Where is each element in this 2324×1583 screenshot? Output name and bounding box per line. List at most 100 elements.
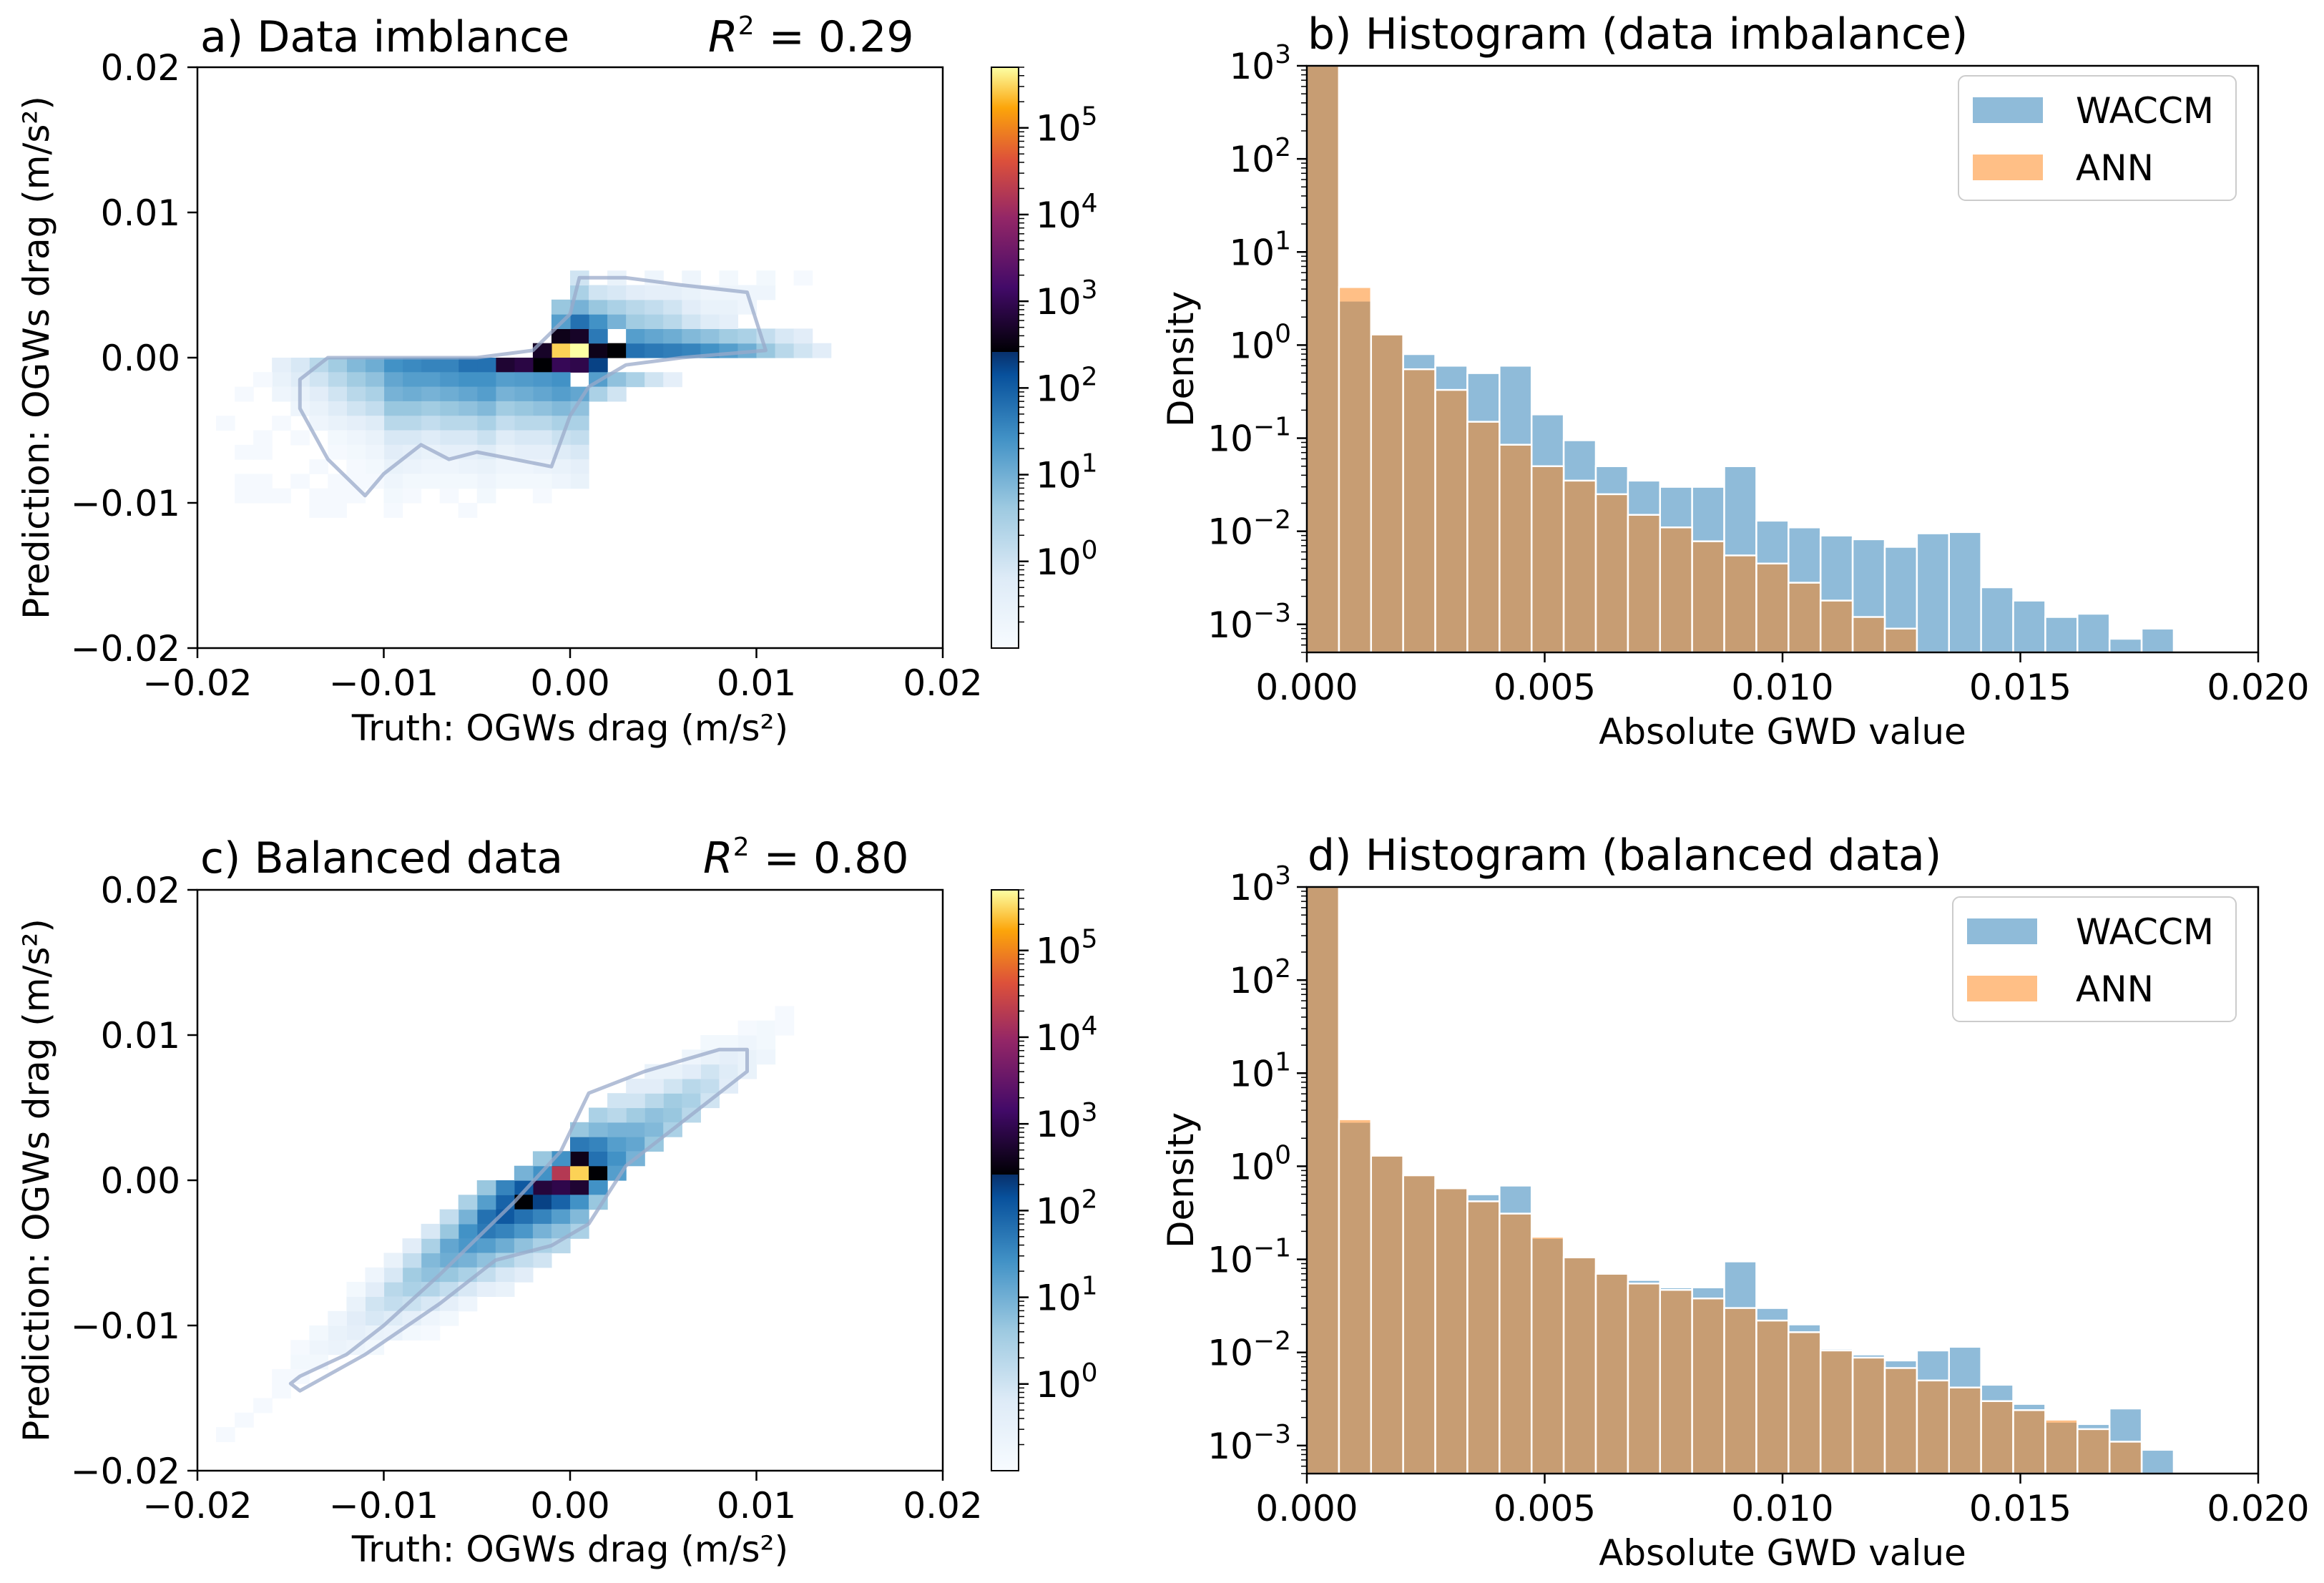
panel-b-bar-ann-3 (1402, 368, 1436, 654)
panel-d-bar-ann-10 (1627, 1283, 1662, 1475)
panel-a-cell-15 (439, 358, 459, 373)
panel-c-cell-60 (737, 1020, 757, 1036)
panel-a-cell-213 (383, 474, 403, 489)
panel-a-ytick-label-3: 0.01 (101, 192, 180, 234)
panel-d-bar-ann-16 (1819, 1349, 1854, 1475)
panel-a-cell-145 (532, 416, 552, 431)
panel-b-ylabel: Density (1160, 291, 1202, 427)
panel-a-cell-210 (439, 474, 459, 489)
panel-d-legend-ann: ANN (2076, 969, 2154, 1010)
panel-a-cell-114 (495, 386, 515, 402)
panel-d-bar-ann-3 (1402, 1174, 1436, 1475)
panel-c-cell-16 (644, 1122, 664, 1137)
panel-a-cell-105 (328, 372, 347, 388)
panel-a-cell-42 (737, 328, 757, 344)
panel-a-cell-219 (235, 474, 254, 489)
panel-c-xtick-label-4: 0.02 (903, 1485, 982, 1526)
panel-a-cell-101 (402, 372, 422, 388)
panel-c-cell-25 (663, 1078, 682, 1094)
panel-c-cell-130 (383, 1267, 403, 1283)
panel-a-cell-118 (421, 386, 441, 402)
panel-d-bars (1305, 886, 2175, 1475)
panel-c-cell-122 (402, 1325, 422, 1341)
panel-c-cell-1 (570, 1165, 589, 1181)
panel-d-xtick-label-1: 0.005 (1494, 1488, 1596, 1529)
panel-a-cell-11 (607, 343, 627, 358)
panel-c-cell-12 (607, 1137, 627, 1152)
panel-a-xtick-label-2: 0.00 (530, 662, 609, 704)
panel-a-cell-17 (402, 358, 422, 373)
panel-b-bar-ann-5 (1466, 421, 1501, 654)
panel-a-cell-92 (607, 386, 627, 402)
panel-a-cell-21 (328, 358, 347, 373)
panel-c-cell-153 (514, 1267, 534, 1283)
panel-d-ytick-label-1: 102 (1229, 954, 1291, 1001)
panel-a-ytick-label-4: 0.02 (101, 47, 180, 89)
panel-a-xtick-label-4: 0.02 (903, 662, 982, 704)
panel-c-cbar-tick-label-3: 103 (1036, 1098, 1098, 1145)
panel-a-cell-128 (551, 401, 571, 416)
panel-a-cell-206 (514, 474, 534, 489)
panel-c-cell-19 (626, 1107, 645, 1123)
panel-b-bar-ann-8 (1562, 479, 1597, 654)
panel-c-cell-49 (589, 1107, 608, 1123)
panel-a-cell-165 (458, 430, 478, 446)
panel-a-cell-35 (812, 343, 832, 358)
panel-b-bar-ann-15 (1788, 582, 1822, 654)
panel-a-cell-220 (532, 488, 552, 504)
panel-a-cell-98 (458, 372, 478, 388)
panel-a-cell-46 (589, 328, 608, 344)
panel-c-cell-110 (514, 1238, 534, 1254)
panel-a-cell-56 (626, 314, 645, 329)
panel-a-cell-230 (458, 503, 478, 518)
panel-d-ticks: 0.000 0.005 0.010 0.015 0.020 103 102 101 100 10−… (1207, 861, 2309, 1529)
panel-a-cell-161 (532, 430, 552, 446)
panel-c-cell-83 (383, 1296, 403, 1312)
panel-a-heat-cells (216, 270, 832, 518)
panel-c-cell-66 (514, 1209, 534, 1225)
panel-c-cell-126 (458, 1209, 478, 1225)
panel-b-legend-waccm-swatch (1973, 97, 2043, 123)
panel-c-cell-22 (644, 1093, 664, 1109)
panel-a-cell-238 (235, 386, 254, 402)
panel-a-cell-154 (365, 416, 385, 431)
panel-c-ytick-label-3: 0.01 (101, 1015, 180, 1057)
panel-a-cell-200 (365, 459, 385, 474)
panel-a-cell-89 (644, 372, 664, 388)
panel-a-cell-171 (346, 430, 366, 446)
panel-c-cell-108 (532, 1223, 552, 1239)
panel-a-cell-208 (476, 474, 496, 489)
panel-a-cell-7 (570, 328, 589, 344)
panel-a-cell-111 (551, 386, 571, 402)
panel-a-cell-139 (346, 401, 366, 416)
panel-b-xtick-label-4: 0.020 (2207, 667, 2309, 708)
panel-a-cell-104 (346, 372, 366, 388)
panel-c-cell-138 (476, 1180, 496, 1195)
panel-c-cell-157 (458, 1296, 478, 1312)
panel-a-cell-135 (421, 401, 441, 416)
panel-c-cell-53 (626, 1078, 645, 1094)
panel-c-cell-129 (402, 1253, 422, 1268)
panel-b-bar-ann-14 (1755, 562, 1790, 654)
panel-a-cell-204 (551, 474, 571, 489)
panel-c-ticks: −0.02 −0.01 0.00 0.01 0.02 −0.02 −0.01 0.00 0.01… (71, 870, 983, 1526)
panel-c-cell-101 (235, 1412, 254, 1428)
panel-a-cell-79 (756, 285, 776, 300)
panel-c-cell-91 (328, 1325, 347, 1341)
panel-c-cell-35 (775, 1020, 795, 1036)
panel-c-cell-134 (309, 1325, 328, 1341)
panel-a-cell-58 (663, 314, 682, 329)
panel-a-cell-194 (476, 459, 496, 474)
panel-a-cell-94 (532, 372, 552, 388)
panel-a-ytick-label-0: −0.02 (71, 628, 180, 670)
panel-a-cell-164 (476, 430, 496, 446)
panel-a-cell-235 (253, 430, 273, 446)
panel-c-cell-76 (421, 1253, 441, 1268)
panel-c-cell-124 (495, 1180, 515, 1195)
panel-b-bar-waccm-21 (1980, 586, 2014, 654)
panel-c-ytick-label-2: 0.00 (101, 1160, 180, 1202)
panel-c-cell-54 (644, 1078, 664, 1094)
panel-d-xtick-label-4: 0.020 (2207, 1488, 2309, 1529)
panel-a-cell-55 (607, 314, 627, 329)
panel-b-bar-ann-16 (1819, 599, 1854, 654)
